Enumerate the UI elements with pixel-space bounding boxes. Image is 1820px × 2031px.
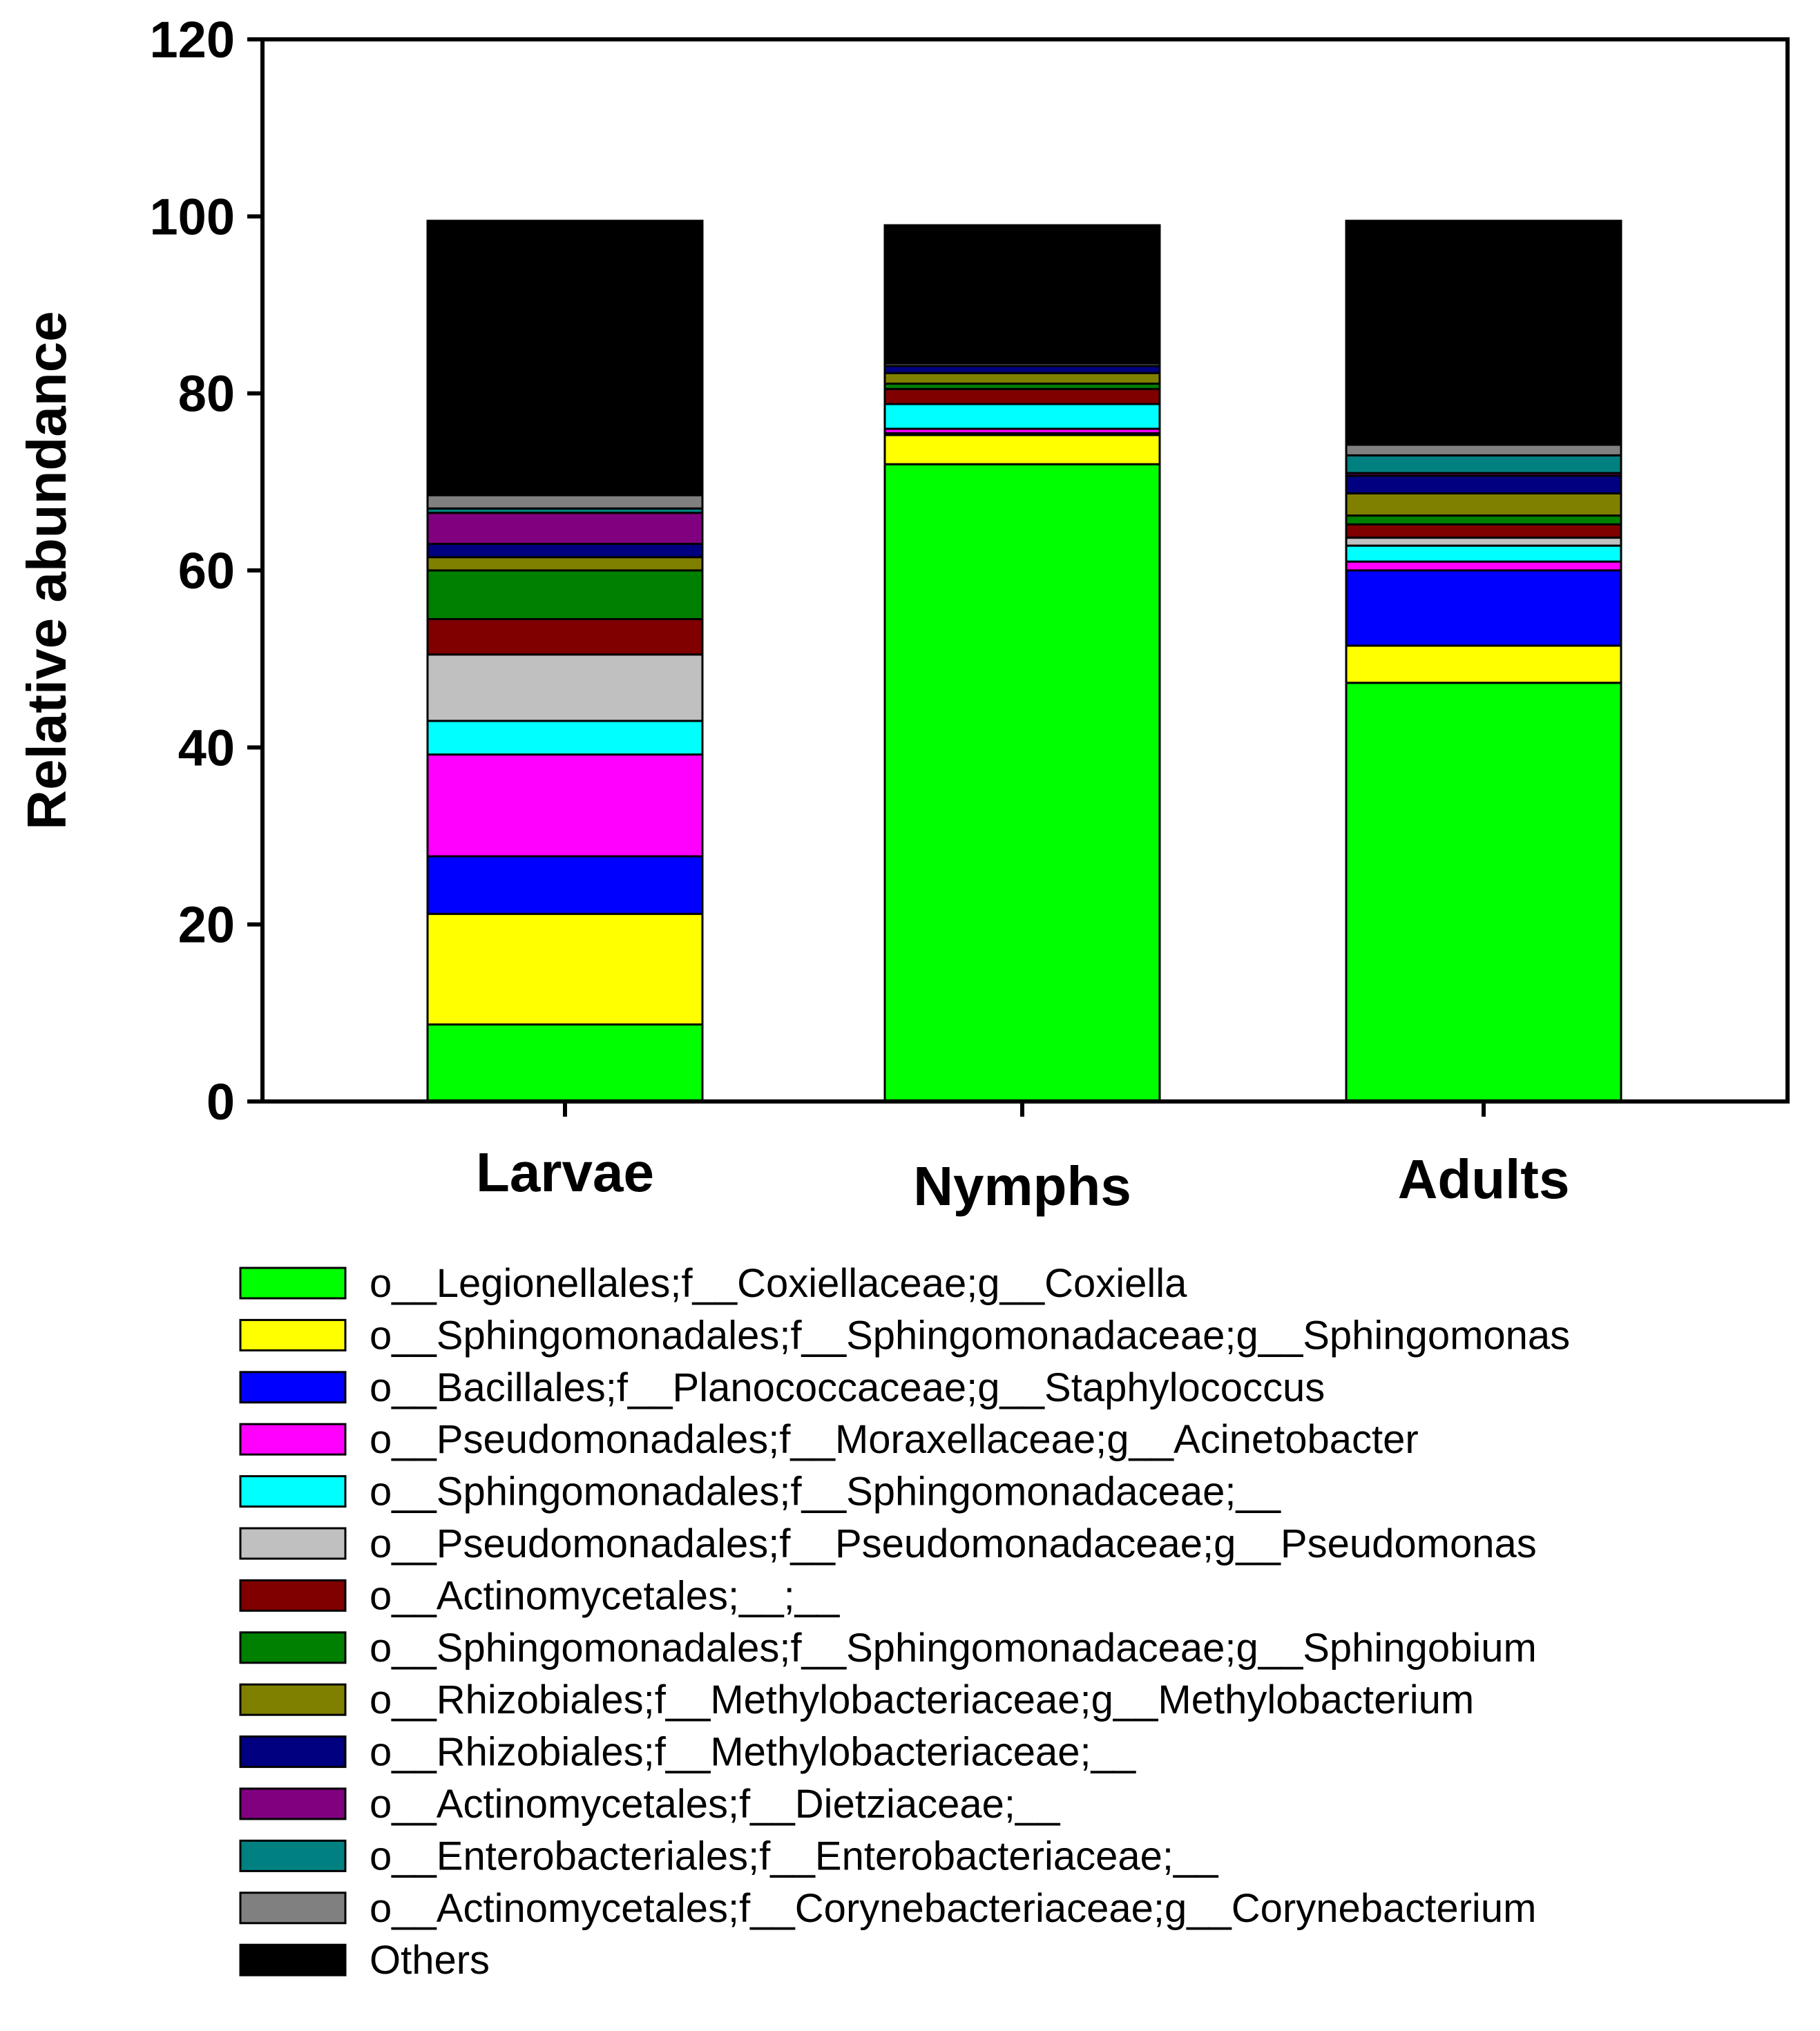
legend-label: o__Actinomycetales;f__Dietziaceae;__ <box>370 1782 1060 1827</box>
legend-label: o__Legionellales;f__Coxiellaceae;g__Coxi… <box>370 1261 1187 1306</box>
bar-segment <box>426 494 704 510</box>
legend-swatch <box>239 1527 347 1560</box>
bar-segment <box>1345 474 1622 494</box>
bar-segment <box>1345 514 1622 526</box>
bar-segment <box>426 220 704 497</box>
bar-segment <box>883 463 1161 1103</box>
x-axis: Larvae Nymphs Adults <box>476 1101 1569 1217</box>
legend-label: o__Bacillales;f__Planococcaceae;g__Staph… <box>370 1365 1325 1410</box>
legend-label: o__Actinomycetales;f__Corynebacteriaceae… <box>370 1886 1536 1931</box>
bar-segment <box>883 224 1161 365</box>
x-category-label: Nymphs <box>913 1155 1131 1217</box>
bar-segment <box>426 1023 704 1103</box>
legend-swatch <box>239 1579 347 1612</box>
bar-segment <box>883 387 1161 405</box>
bar-segment <box>883 372 1161 385</box>
bar-segment <box>883 403 1161 430</box>
legend-label: o__Sphingomonadales;f__Sphingomonadaceae… <box>370 1470 1281 1514</box>
legend-swatch <box>239 1735 347 1769</box>
legend-swatch <box>239 1318 347 1351</box>
bar-segment <box>1345 544 1622 563</box>
legend-swatch <box>239 1787 347 1820</box>
bar-segment <box>426 617 704 656</box>
legend-label: o__Enterobacteriales;f__Enterobacteriace… <box>370 1833 1218 1878</box>
bar-segment <box>1345 644 1622 684</box>
y-tick-label: 120 <box>150 11 235 68</box>
y-tick-label: 0 <box>207 1073 235 1130</box>
bar-segment <box>1345 569 1622 647</box>
y-tick-label: 100 <box>150 188 235 245</box>
x-category-label: Larvae <box>476 1142 654 1203</box>
legend-label: o__Rhizobiales;f__Methylobacteriaceae;g_… <box>370 1677 1474 1722</box>
bar-segment <box>883 365 1161 374</box>
bar-segment <box>1345 523 1622 539</box>
legend-label: o__Sphingomonadales;f__Sphingomonadaceae… <box>370 1313 1570 1358</box>
bar-segment <box>426 543 704 559</box>
bar-segment <box>426 569 704 620</box>
legend-swatch <box>239 1943 347 1976</box>
bar-segment <box>426 753 704 858</box>
bar-segment <box>1345 454 1622 474</box>
bar-segment <box>426 512 704 546</box>
y-tick-label: 20 <box>178 896 235 954</box>
y-tick-label: 80 <box>178 365 235 423</box>
legend: o__Legionellales;f__Coxiellaceae;g__Coxi… <box>239 1261 1570 1983</box>
legend-label: o__Rhizobiales;f__Methylobacteriaceae;__ <box>370 1730 1136 1775</box>
y-tick-label: 60 <box>178 542 235 599</box>
legend-label: o__Sphingomonadales;f__Sphingomonadaceae… <box>370 1626 1537 1671</box>
legend-swatch <box>239 1423 347 1456</box>
bar-segment <box>1345 560 1622 572</box>
legend-swatch <box>239 1683 347 1716</box>
bar-segment <box>426 653 704 722</box>
bar-segment <box>883 434 1161 465</box>
bar-segment <box>426 855 704 915</box>
legend-swatch <box>239 1267 347 1300</box>
bar-segment <box>1345 682 1622 1103</box>
bar-segments <box>426 220 1622 1103</box>
legend-label: o__Actinomycetales;__;__ <box>370 1573 840 1618</box>
legend-swatch <box>239 1839 347 1872</box>
bar-segment <box>426 720 704 756</box>
y-tick-label: 40 <box>178 719 235 776</box>
legend-swatch <box>239 1371 347 1404</box>
legend-swatch <box>239 1892 347 1925</box>
legend-label: Others <box>370 1938 490 1983</box>
bar-segment <box>1345 492 1622 517</box>
legend-swatch <box>239 1631 347 1664</box>
bar-segment <box>426 912 704 1026</box>
legend-label: o__Pseudomonadales;f__Pseudomonadaceae;g… <box>370 1521 1537 1566</box>
legend-swatch <box>239 1475 347 1508</box>
y-axis-title: Relative abundance <box>16 311 77 829</box>
bar-segment <box>1345 443 1622 456</box>
y-axis: 0 20 40 60 80 100 120 <box>150 11 262 1130</box>
bar-segment <box>426 556 704 572</box>
bar-segment <box>1345 537 1622 547</box>
bar-segment <box>1345 220 1622 446</box>
legend-label: o__Pseudomonadales;f__Moraxellaceae;g__A… <box>370 1417 1419 1462</box>
x-category-label: Adults <box>1398 1148 1570 1210</box>
